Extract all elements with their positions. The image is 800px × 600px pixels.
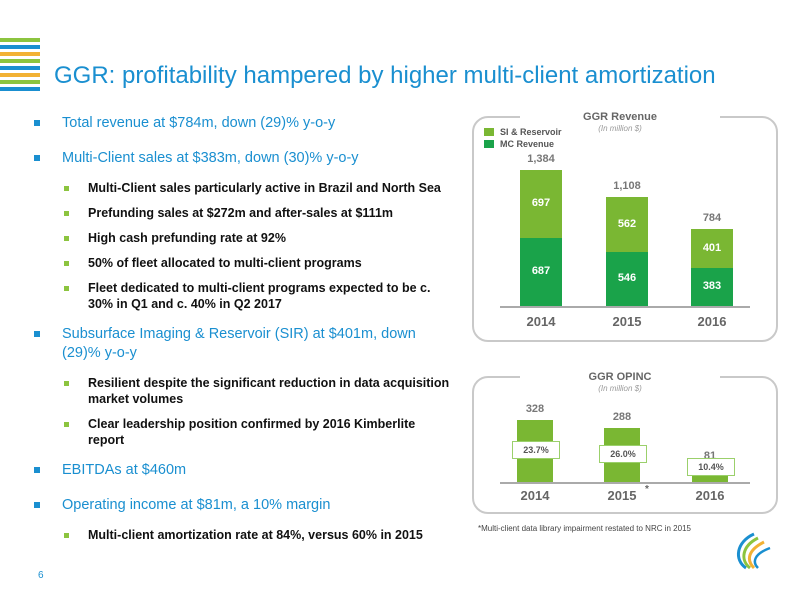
revenue-chart-axis	[500, 306, 750, 308]
bullet-text: Operating income at $81m, a 10% margin	[62, 497, 331, 513]
opinc-year-label: 2015	[607, 488, 637, 503]
bullet-text: Subsurface Imaging & Reservoir (SIR) at …	[62, 326, 416, 361]
bullet-marker	[64, 422, 69, 427]
footnote: *Multi-client data library impairment re…	[478, 524, 691, 533]
bullet-item: Total revenue at $784m, down (29)% y-o-y	[30, 114, 450, 133]
bullet-text: High cash prefunding rate at 92%	[88, 231, 286, 245]
revenue-bar-sir	[606, 197, 648, 253]
sub-bullet-item: Prefunding sales at $272m and after-sale…	[30, 205, 450, 221]
header-stripes	[0, 38, 40, 94]
opinc-year-label: 2014	[520, 488, 550, 503]
bullet-text: Total revenue at $784m, down (29)% y-o-y	[62, 115, 336, 131]
opinc-margin-badge: 26.0%	[599, 444, 647, 463]
legend-swatch-mc	[484, 140, 494, 148]
bullet-text: Multi-Client sales particularly active i…	[88, 181, 441, 195]
bullet-item: Operating income at $81m, a 10% margin	[30, 496, 450, 515]
bullet-text: 50% of fleet allocated to multi-client p…	[88, 256, 362, 270]
legend-label-mc: MC Revenue	[500, 139, 555, 149]
bullet-text: Multi-Client sales at $383m, down (30)% …	[62, 150, 359, 166]
revenue-total-label: 784	[702, 211, 722, 224]
revenue-value-mc: 383	[702, 280, 722, 293]
bullet-text: Multi-client amortization rate at 84%, v…	[88, 528, 423, 542]
bullet-marker	[34, 502, 40, 508]
legend-label-sir: SI & Reservoir	[500, 127, 562, 137]
bullet-marker	[64, 186, 69, 191]
header-stripe	[0, 66, 40, 70]
legend-swatch-sir	[484, 128, 494, 136]
bullet-marker	[64, 236, 69, 241]
bullet-text: EBITDAs at $460m	[62, 462, 187, 478]
revenue-total-label: 1,108	[613, 180, 641, 193]
bullet-marker	[34, 120, 40, 126]
revenue-bar-mc	[606, 252, 648, 306]
bullet-marker	[64, 381, 69, 386]
sub-bullet-item: 50% of fleet allocated to multi-client p…	[30, 255, 450, 271]
revenue-bar-mc	[691, 268, 733, 306]
revenue-year-label: 2016	[697, 314, 727, 329]
header-stripe	[0, 52, 40, 56]
header-stripe	[0, 73, 40, 77]
revenue-chart-subtitle: (In million $)	[598, 124, 642, 133]
bullet-text: Prefunding sales at $272m and after-sale…	[88, 206, 394, 220]
opinc-value-label: 328	[525, 403, 545, 415]
revenue-year-label: 2014	[526, 314, 556, 329]
opinc-footnote-star: *	[645, 484, 649, 495]
opinc-chart-title: GGR OPINC	[520, 371, 720, 383]
header-stripe	[0, 80, 40, 84]
bullet-item: Multi-Client sales at $383m, down (30)% …	[30, 149, 450, 168]
revenue-value-sir: 697	[531, 197, 551, 210]
bullet-marker	[64, 286, 69, 291]
revenue-value-mc: 546	[617, 272, 637, 285]
revenue-bar-sir	[691, 228, 733, 269]
bullet-marker	[34, 467, 40, 473]
bullet-text: Fleet dedicated to multi-client programs…	[88, 281, 431, 311]
header-stripe	[0, 87, 40, 91]
bullet-item: EBITDAs at $460m	[30, 461, 450, 480]
header-stripe	[0, 38, 40, 42]
revenue-value-mc: 687	[531, 265, 551, 278]
sub-bullet-item: Clear leadership position confirmed by 2…	[30, 416, 450, 448]
bullet-marker	[64, 211, 69, 216]
opinc-year-label: 2016	[695, 488, 725, 503]
revenue-value-sir: 401	[702, 241, 722, 254]
sub-bullet-item: Resilient despite the significant reduct…	[30, 375, 450, 407]
page-number: 6	[38, 570, 44, 581]
sub-bullet-item: Multi-client amortization rate at 84%, v…	[30, 527, 450, 543]
revenue-bar-sir	[520, 170, 562, 239]
bullet-text: Clear leadership position confirmed by 2…	[88, 417, 416, 447]
bullet-marker	[64, 533, 69, 538]
header-stripe	[0, 59, 40, 63]
bullet-marker	[64, 261, 69, 266]
opinc-chart-axis	[500, 482, 750, 484]
bullet-marker	[34, 331, 40, 337]
revenue-chart-title: GGR Revenue	[520, 111, 720, 123]
revenue-year-label: 2015	[612, 314, 642, 329]
bullet-marker	[34, 155, 40, 161]
sub-bullet-item: Fleet dedicated to multi-client programs…	[30, 280, 450, 312]
bullet-item: Subsurface Imaging & Reservoir (SIR) at …	[30, 325, 450, 363]
company-logo-icon	[737, 532, 771, 570]
opinc-margin-badge: 23.7%	[512, 441, 560, 459]
sub-bullet-item: High cash prefunding rate at 92%	[30, 230, 450, 246]
opinc-margin-badge: 10.4%	[687, 458, 735, 476]
revenue-value-sir: 562	[617, 217, 637, 230]
sub-bullet-item: Multi-Client sales particularly active i…	[30, 180, 450, 196]
revenue-bar-mc	[520, 238, 562, 306]
opinc-value-label: 288	[612, 410, 632, 423]
bullet-text: Resilient despite the significant reduct…	[88, 376, 450, 406]
revenue-total-label: 1,384	[527, 153, 555, 165]
bullet-list: Total revenue at $784m, down (29)% y-o-y…	[30, 114, 450, 552]
opinc-chart-subtitle: (In million $)	[598, 384, 642, 393]
slide-title: GGR: profitability hampered by higher mu…	[54, 62, 716, 89]
header-stripe	[0, 45, 40, 49]
